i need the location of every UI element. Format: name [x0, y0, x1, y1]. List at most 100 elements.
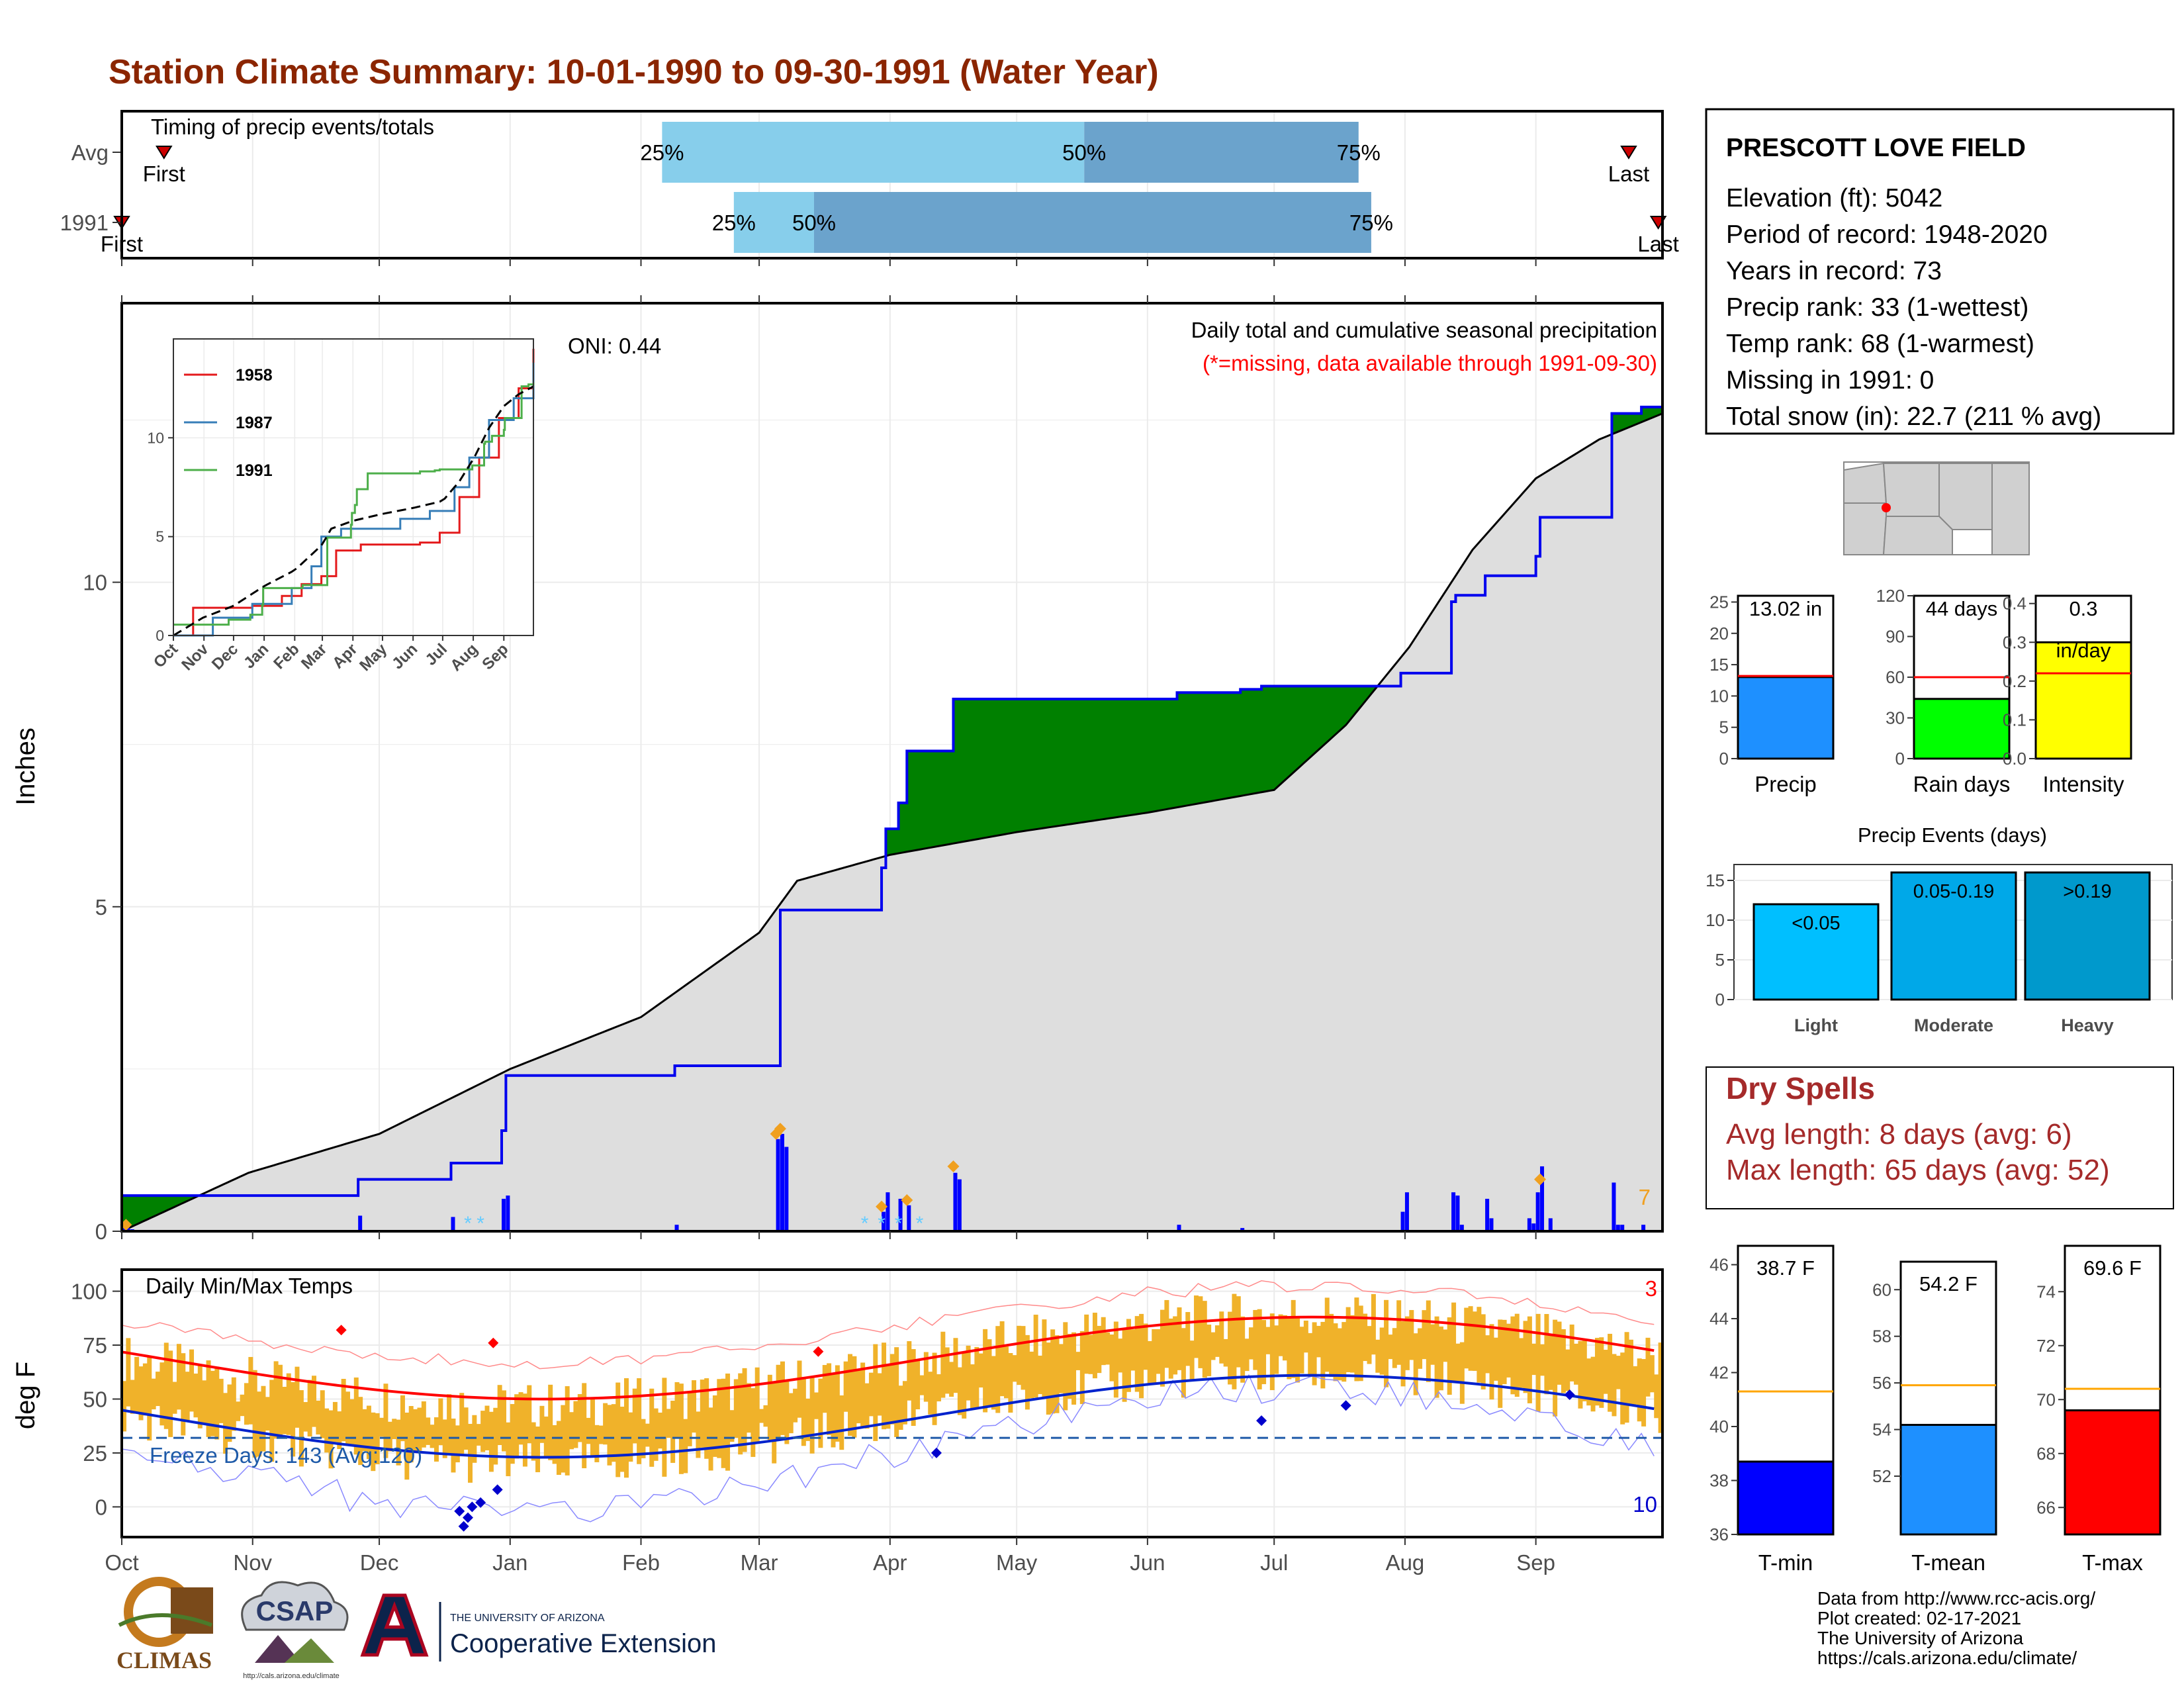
daily-temp-bar	[1139, 1313, 1144, 1399]
daily-temp-bar	[227, 1384, 232, 1442]
precip-anomaly-fill	[1308, 686, 1313, 760]
precip-anomaly-fill	[970, 699, 975, 841]
daily-temp-bar	[248, 1356, 253, 1425]
daily-temp-bar	[236, 1401, 241, 1421]
daily-temp-bar	[957, 1367, 962, 1415]
precip-anomaly-fill	[1071, 699, 1077, 824]
precip-anomaly-fill	[1168, 699, 1173, 809]
daily-temp-bar	[843, 1361, 848, 1412]
precip-anomaly-fill	[1097, 699, 1102, 821]
timing-q50-q75-bar	[1084, 122, 1359, 183]
daily-temp-bar	[362, 1409, 367, 1451]
precip-anomaly-fill	[1240, 689, 1246, 796]
daily-temp-bar	[658, 1412, 662, 1449]
station-detail-line: Elevation (ft): 5042	[1726, 184, 1942, 212]
summary-bar-unit-label: in/day	[2056, 639, 2111, 662]
daily-temp-bar	[598, 1425, 604, 1444]
daily-temp-bar	[852, 1356, 857, 1438]
daily-temp-bar	[1253, 1309, 1258, 1370]
daily-temp-bar	[400, 1395, 405, 1442]
temp-bar-tick-label: 54	[1872, 1420, 1891, 1440]
events-category-label: Heavy	[2061, 1015, 2114, 1035]
temp-bar-tick-label: 74	[2036, 1282, 2056, 1301]
precip-anomaly-fill	[919, 751, 925, 850]
daily-temp-bar	[577, 1394, 582, 1442]
temp-bar-label: T-min	[1758, 1550, 1813, 1575]
precip-anomaly-fill	[974, 699, 979, 840]
daily-temp-bar	[1130, 1329, 1136, 1371]
daily-temp-bar	[392, 1419, 397, 1440]
daily-temp-bar	[438, 1398, 443, 1446]
precip-anomaly-fill	[1194, 692, 1199, 805]
daily-temp-bar	[1248, 1327, 1253, 1360]
daily-temp-bar	[623, 1378, 629, 1478]
daily-temp-bar	[1046, 1342, 1051, 1415]
daily-temp-bar	[1400, 1321, 1406, 1387]
daily-temp-bar	[1105, 1332, 1111, 1365]
temp-bar-label: T-mean	[1911, 1550, 1985, 1575]
timing-row-label: 1991	[60, 211, 109, 235]
month-tick-label: Dec	[360, 1550, 399, 1575]
temp-bar-value-label: 69.6 F	[2083, 1256, 2142, 1280]
daily-temp-bar	[1384, 1299, 1389, 1387]
daily-temp-bar	[345, 1391, 351, 1444]
precip-anomaly-fill	[1320, 686, 1326, 748]
precip-anomaly-fill	[1261, 686, 1267, 792]
daily-temp-bar	[1477, 1307, 1482, 1383]
month-tick-label: Jul	[1260, 1550, 1288, 1575]
precip-corner-count: 7	[1639, 1185, 1651, 1209]
daily-temp-bar	[1641, 1359, 1647, 1427]
daily-temp-bar	[1574, 1343, 1579, 1385]
precip-anomaly-fill	[911, 751, 916, 851]
daily-temp-bar	[1299, 1327, 1304, 1374]
events-tick-label: 5	[1715, 950, 1725, 970]
daily-temp-bar	[383, 1383, 388, 1458]
precip-anomaly-fill	[163, 1196, 169, 1212]
dry-spells-avg: Avg length: 8 days (avg: 6)	[1726, 1118, 2072, 1150]
daily-temp-bar	[776, 1364, 781, 1438]
snow-marker: *	[861, 1213, 869, 1235]
daily-temp-bar	[349, 1399, 355, 1446]
daily-temp-bar	[1021, 1326, 1026, 1390]
record-low-marker	[1256, 1415, 1267, 1427]
month-tick-label: Nov	[233, 1550, 272, 1575]
daily-precip-bar	[957, 1179, 962, 1231]
daily-temp-bar	[1122, 1329, 1127, 1402]
daily-temp-bar	[1282, 1315, 1287, 1361]
daily-temp-bar	[1274, 1325, 1279, 1374]
month-tick-label: Oct	[105, 1550, 138, 1575]
precip-anomaly-fill	[1067, 699, 1072, 825]
record-precip-marker	[774, 1123, 786, 1135]
precip-anomaly-fill	[1210, 692, 1216, 802]
station-detail-line: Missing in 1991: 0	[1726, 366, 1934, 395]
daily-temp-bar	[1624, 1332, 1629, 1423]
daily-temp-bar	[1312, 1322, 1317, 1385]
precip-anomaly-fill	[894, 829, 899, 855]
timing-last-label: Last	[1608, 162, 1649, 186]
precip-anomaly-fill	[886, 829, 891, 857]
summary-bar-tick-label: 0.2	[2003, 671, 2026, 691]
daily-temp-bar	[1054, 1335, 1060, 1413]
daily-temp-bar	[919, 1375, 925, 1395]
timing-last-marker	[1620, 146, 1637, 160]
inset-series-line	[173, 348, 535, 637]
daily-precip-bar	[776, 1139, 780, 1231]
precip-anomaly-fill	[907, 751, 912, 852]
daily-temp-bar	[1544, 1314, 1549, 1395]
daily-temp-bar	[868, 1372, 874, 1417]
precip-anomaly-fill	[1367, 686, 1372, 700]
daily-temp-bar	[742, 1368, 747, 1452]
daily-temp-bar	[1219, 1311, 1224, 1364]
station-detail-line: Temp rank: 68 (1-warmest)	[1726, 330, 2034, 358]
record-low-marker	[931, 1447, 942, 1458]
daily-temp-bar	[565, 1386, 570, 1476]
daily-temp-bar	[468, 1423, 473, 1483]
daily-temp-bar	[282, 1387, 287, 1434]
temp-bar-tick-label: 70	[2036, 1389, 2056, 1409]
daily-temp-bar	[1434, 1316, 1439, 1398]
precip-anomaly-fill	[168, 1196, 173, 1210]
precip-anomaly-fill	[1021, 699, 1026, 832]
daily-temp-bar	[202, 1380, 207, 1425]
daily-temp-bar	[902, 1381, 907, 1425]
daily-temp-bar	[1645, 1337, 1651, 1397]
